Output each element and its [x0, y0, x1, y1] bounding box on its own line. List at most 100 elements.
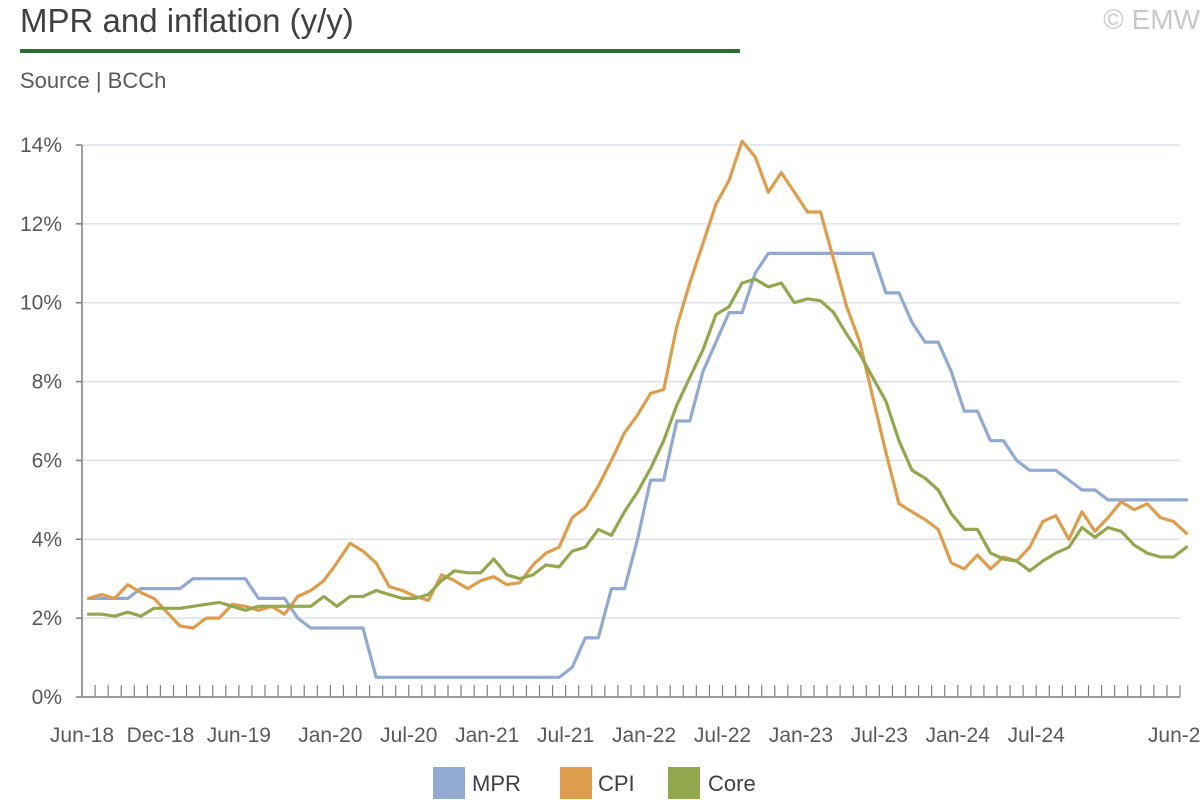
- data-point-core: [139, 615, 142, 618]
- data-point-mpr: [754, 272, 757, 275]
- data-point-core: [257, 605, 260, 608]
- data-point-mpr: [388, 676, 391, 679]
- legend-label-core: Core: [708, 771, 756, 796]
- data-point-cpi: [479, 579, 482, 582]
- data-point-core: [1107, 526, 1110, 529]
- axes: 0% 2% 4% 6% 8% 10% 12% 14% Jun-18 Dec-18 Jun-19 Jan…: [20, 134, 1200, 747]
- data-point-core: [113, 615, 116, 618]
- data-point-core: [558, 565, 561, 568]
- data-point-mpr: [479, 676, 482, 679]
- data-point-mpr: [884, 291, 887, 294]
- data-point-core: [937, 488, 940, 491]
- series-line-mpr: [86, 251, 1189, 679]
- data-point-core: [1159, 555, 1162, 558]
- x-tick-label: Jun-18: [50, 724, 114, 747]
- data-point-mpr: [1041, 469, 1044, 472]
- data-point-core: [976, 528, 979, 531]
- data-point-core: [597, 528, 600, 531]
- data-point-cpi: [623, 431, 626, 434]
- data-point-cpi: [1172, 520, 1175, 523]
- data-point-mpr: [505, 676, 508, 679]
- data-point-cpi: [1107, 516, 1110, 519]
- data-point-core: [296, 605, 299, 608]
- x-tick-label: Jun-25: [1148, 724, 1200, 747]
- x-tick-label: Jul-23: [851, 724, 908, 747]
- data-point-mpr: [845, 252, 848, 255]
- copyright-credit: © EMW: [1103, 4, 1200, 35]
- data-point-mpr: [963, 410, 966, 413]
- data-point-mpr: [597, 636, 600, 639]
- data-point-cpi: [1120, 500, 1123, 503]
- data-point-core: [1067, 546, 1070, 549]
- data-point-cpi: [884, 451, 887, 454]
- data-point-cpi: [375, 561, 378, 564]
- data-point-mpr: [322, 626, 325, 629]
- data-point-core: [1015, 559, 1018, 562]
- data-point-cpi: [610, 459, 613, 462]
- data-point-core: [584, 546, 587, 549]
- data-point-core: [427, 593, 430, 596]
- data-point-mpr: [858, 252, 861, 255]
- data-point-cpi: [244, 605, 247, 608]
- data-point-core: [897, 439, 900, 442]
- data-point-core: [832, 311, 835, 314]
- data-point-cpi: [165, 611, 168, 614]
- legend-swatch-mpr: [433, 767, 465, 799]
- data-point-core: [1028, 569, 1031, 572]
- data-point-mpr: [335, 626, 338, 629]
- data-point-core: [466, 571, 469, 574]
- data-point-core: [662, 439, 665, 442]
- data-point-mpr: [1146, 498, 1149, 501]
- data-point-cpi: [819, 210, 822, 213]
- data-point-core: [100, 613, 103, 616]
- data-point-core: [505, 573, 508, 576]
- data-point-core: [479, 571, 482, 574]
- data-point-cpi: [1080, 510, 1083, 513]
- data-point-cpi: [845, 305, 848, 308]
- data-point-core: [231, 605, 234, 608]
- data-point-core: [1172, 555, 1175, 558]
- data-point-mpr: [296, 617, 299, 620]
- data-point-core: [727, 305, 730, 308]
- data-point-cpi: [322, 579, 325, 582]
- data-point-cpi: [531, 563, 534, 566]
- data-point-core: [401, 597, 404, 600]
- y-tick-label: 10%: [20, 292, 62, 315]
- data-point-core: [152, 607, 155, 610]
- data-point-mpr: [518, 676, 521, 679]
- data-point-cpi: [767, 191, 770, 194]
- data-point-cpi: [257, 609, 260, 612]
- x-tick-label: Jan-20: [298, 724, 362, 747]
- data-point-mpr: [806, 252, 809, 255]
- data-point-cpi: [178, 624, 181, 627]
- series-line-core: [86, 277, 1189, 618]
- data-point-core: [1054, 551, 1057, 554]
- data-point-core: [388, 593, 391, 596]
- data-point-mpr: [662, 479, 665, 482]
- data-point-mpr: [780, 252, 783, 255]
- data-point-cpi: [597, 484, 600, 487]
- y-tick-label: 12%: [20, 213, 62, 236]
- data-point-cpi: [126, 583, 129, 586]
- page-title: MPR and inflation (y/y): [20, 2, 354, 39]
- data-point-mpr: [610, 587, 613, 590]
- data-point-cpi: [205, 617, 208, 620]
- data-point-mpr: [1067, 479, 1070, 482]
- data-point-cpi: [1028, 546, 1031, 549]
- data-point-mpr: [558, 676, 561, 679]
- data-point-cpi: [924, 518, 927, 521]
- data-point-core: [1146, 551, 1149, 554]
- data-point-cpi: [100, 593, 103, 596]
- legend-label-cpi: CPI: [598, 771, 635, 796]
- data-point-mpr: [819, 252, 822, 255]
- data-point-mpr: [348, 626, 351, 629]
- data-point-cpi: [780, 171, 783, 174]
- data-point-cpi: [192, 626, 195, 629]
- data-point-cpi: [701, 242, 704, 245]
- data-point-core: [270, 605, 273, 608]
- data-point-cpi: [754, 155, 757, 158]
- data-point-cpi: [675, 325, 678, 328]
- data-point-core: [845, 333, 848, 336]
- data-point-cpi: [440, 573, 443, 576]
